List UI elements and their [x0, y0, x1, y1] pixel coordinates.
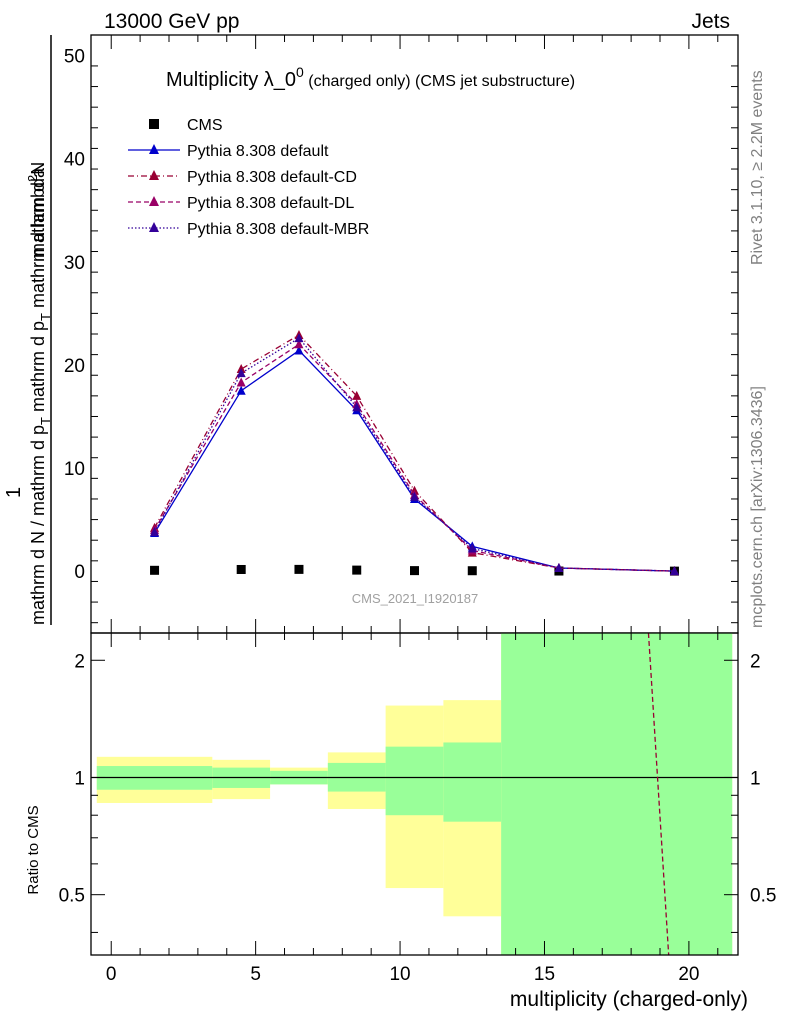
series-1-marker-1 [236, 385, 246, 395]
process-label: Jets [691, 10, 730, 33]
series-3-marker-1 [236, 377, 246, 387]
series-line-4 [153, 337, 675, 572]
legend-item-4: Pythia 8.308 default-MBR [128, 221, 369, 238]
ratio-panel: 0 5 10 15 20 0.5 0.5 1 1 2 2 Ratio to CMS multipli… [25, 632, 776, 1011]
main-y-tick-label: 0 [74, 562, 85, 583]
legend-item-1: Pythia 8.308 default [128, 143, 329, 160]
series-4-marker-3 [352, 402, 362, 412]
series-4-marker-6 [554, 563, 564, 573]
main-data-layer [150, 330, 679, 576]
main-axes: 0 10 20 30 40 50 [64, 34, 739, 634]
ratio-bands [96, 633, 733, 955]
series-4-marker-2 [294, 333, 304, 343]
ratio-y-tick-label-left: 1 [74, 768, 85, 789]
stat-uncertainty-band-6 [501, 633, 733, 955]
ratio-y-label: Ratio to CMS [25, 805, 42, 894]
series-line-1 [153, 349, 675, 572]
x-axis-label: multiplicity (charged-only) [510, 988, 748, 1011]
series-line-3 [153, 343, 675, 572]
main-y-tick-label: 30 [64, 253, 85, 274]
analysis-watermark: CMS_2021_I1920187 [352, 591, 479, 606]
series-line-2 [153, 334, 675, 572]
stat-uncertainty-band-5 [443, 742, 502, 822]
x-tick-label: 0 [106, 964, 117, 985]
main-y-tick-label: 50 [64, 47, 85, 68]
legend-marker-3 [149, 196, 159, 206]
series-4-marker-4 [410, 491, 419, 501]
main-panel: Multiplicity λ_00 (charged only) (CMS je… [64, 34, 739, 634]
series-1-marker-2 [294, 345, 304, 355]
ratio-y-tick-label-right: 2 [750, 651, 761, 672]
ratio-line-default-dl [647, 632, 670, 956]
ratio-y-tick-label-left: 0.5 [59, 886, 85, 907]
legend-label-1: Pythia 8.308 default [187, 143, 329, 160]
legend-item-2: Pythia 8.308 default-CD [128, 169, 357, 186]
main-y-tick-label: 10 [64, 459, 85, 480]
legend: CMS Pythia 8.308 default Pythia 8.308 defa… [128, 117, 369, 238]
cms-data-point-3 [352, 565, 362, 575]
x-tick-label: 20 [678, 964, 699, 985]
ratio-axes: 0 5 10 15 20 0.5 0.5 1 1 2 2 [59, 632, 776, 985]
legend-marker-4 [149, 222, 159, 232]
cms-data-point-2 [294, 564, 304, 574]
cms-data-point-0 [150, 565, 160, 575]
main-y-label: 1 mathrm d2N mathrm d N / mathrm d pT ma… [3, 35, 53, 625]
legend-label-4: Pythia 8.308 default-MBR [187, 221, 369, 238]
y-label-top: 1 [3, 487, 25, 498]
main-y-tick-label: 40 [64, 150, 85, 171]
legend-label-3: Pythia 8.308 default-DL [187, 195, 354, 212]
cms-data-point-5 [467, 566, 477, 576]
ratio-y-tick-label-right: 0.5 [750, 886, 776, 907]
y-label-numerator: mathrm d2N [25, 162, 48, 258]
main-y-tick-label: 20 [64, 356, 85, 377]
legend-marker-cms [149, 119, 159, 129]
legend-item-3: Pythia 8.308 default-DL [128, 195, 354, 212]
stat-uncertainty-band-4 [385, 746, 444, 816]
series-4-marker-7 [669, 566, 679, 576]
energy-label: 13000 GeV pp [104, 10, 239, 33]
mcplots-label: mcplots.cern.ch [arXiv:1306.3436] [749, 386, 766, 628]
series-2-marker-3 [352, 390, 362, 400]
x-tick-label: 5 [250, 964, 261, 985]
cms-data-point-1 [236, 564, 246, 574]
legend-item-0: CMS [149, 117, 223, 134]
series-4-marker-0 [150, 526, 160, 536]
ratio-y-tick-label-left: 2 [74, 651, 85, 672]
legend-label-0: CMS [187, 117, 223, 134]
legend-marker-2 [149, 170, 159, 180]
x-tick-label: 10 [389, 964, 410, 985]
series-4-marker-1 [236, 368, 246, 378]
series-3-marker-2 [294, 339, 304, 349]
y-label-denominator: mathrm d N / mathrm d pT mathrm d pT mat… [28, 167, 53, 625]
series-4-marker-5 [467, 543, 477, 553]
chart-title: Multiplicity λ_00 (charged only) (CMS je… [166, 64, 575, 91]
ratio-lines [91, 632, 738, 956]
ratio-y-tick-label-right: 1 [750, 768, 761, 789]
ratio-frame [90, 632, 739, 956]
legend-label-2: Pythia 8.308 default-CD [187, 169, 357, 186]
rivet-label: Rivet 3.1.10, ≥ 2.2M events [749, 70, 766, 265]
x-tick-label: 15 [534, 964, 555, 985]
cms-data-point-4 [410, 566, 419, 576]
legend-marker-1 [149, 144, 159, 154]
